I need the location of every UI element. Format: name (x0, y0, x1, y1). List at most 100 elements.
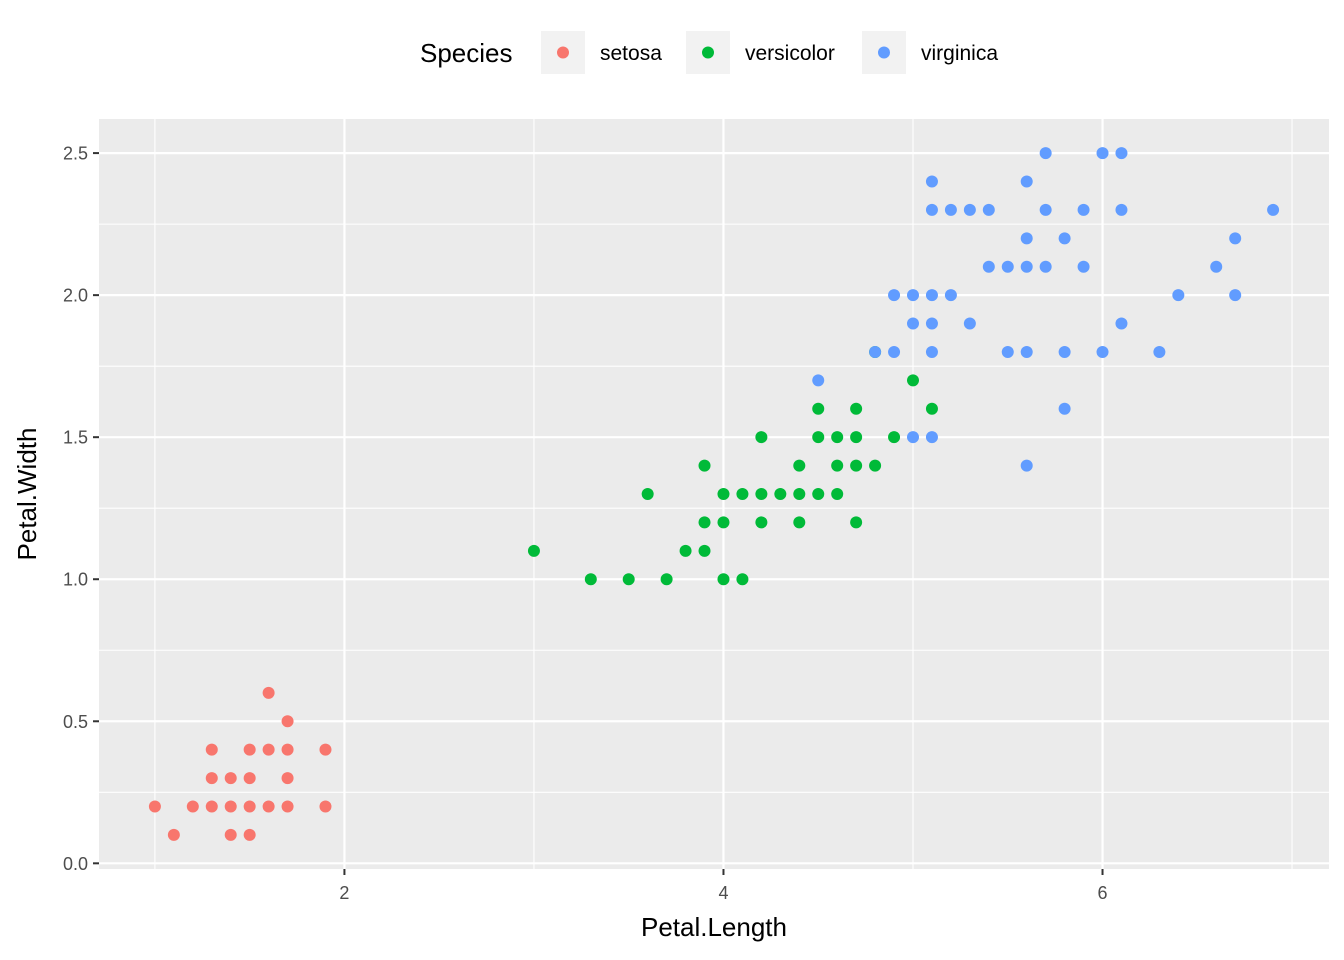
y-axis: 0.0 0.5 1.0 1.5 2.0 2.5 (63, 144, 99, 874)
point-virginica (1172, 289, 1185, 302)
point-virginica (1210, 260, 1223, 273)
grid-major (99, 119, 1329, 869)
point-virginica (944, 289, 957, 302)
legend: Species setosa versicolor virginica (420, 31, 998, 74)
point-virginica (907, 317, 919, 330)
point-virginica (1039, 147, 1052, 160)
point-versicolor (793, 459, 806, 472)
point-versicolor (641, 488, 654, 500)
point-versicolor (698, 544, 711, 557)
point-virginica (1115, 147, 1128, 160)
point-versicolor (850, 402, 863, 415)
point-versicolor (679, 544, 692, 557)
x-tick-label: 6 (1098, 883, 1108, 903)
point-setosa (262, 686, 275, 699)
point-setosa (243, 828, 256, 841)
point-versicolor (793, 516, 806, 529)
point-versicolor (584, 573, 597, 586)
point-setosa (205, 743, 218, 756)
y-tick-label: 2.5 (63, 144, 88, 164)
point-versicolor (888, 431, 901, 444)
y-tick-label: 1.5 (63, 428, 88, 448)
x-tick-label: 4 (718, 883, 728, 903)
point-setosa (205, 772, 218, 785)
point-versicolor (850, 431, 863, 444)
point-setosa (205, 800, 218, 813)
y-tick-label: 1.0 (63, 570, 88, 590)
point-versicolor (622, 573, 635, 586)
point-versicolor (869, 459, 882, 472)
point-virginica (963, 317, 976, 330)
point-virginica (812, 374, 825, 387)
x-tick-label: 2 (339, 883, 349, 903)
point-virginica (1058, 345, 1071, 358)
point-versicolor (850, 516, 863, 529)
x-axis-title: Petal.Length (641, 912, 787, 942)
y-tick-label: 0.5 (63, 712, 88, 732)
point-virginica (1039, 260, 1052, 273)
point-setosa (243, 743, 256, 756)
point-versicolor (717, 516, 730, 529)
point-virginica (1001, 345, 1014, 358)
point-versicolor (755, 431, 768, 444)
grid-minor (99, 119, 1329, 869)
point-setosa (186, 800, 199, 813)
legend-label-setosa: setosa (600, 42, 662, 65)
point-versicolor (755, 488, 768, 500)
point-setosa (224, 772, 237, 785)
point-virginica (982, 203, 995, 216)
point-setosa (281, 715, 294, 728)
point-virginica (1096, 147, 1109, 160)
point-setosa (224, 828, 237, 841)
point-virginica (869, 345, 882, 358)
point-virginica (1020, 345, 1033, 358)
point-virginica (1039, 203, 1052, 216)
point-virginica (925, 431, 938, 444)
point-virginica (888, 345, 901, 358)
point-versicolor (717, 573, 730, 586)
point-virginica (925, 175, 938, 188)
point-versicolor (755, 516, 768, 529)
point-virginica (1229, 289, 1242, 302)
point-versicolor (527, 544, 540, 557)
point-versicolor (907, 374, 919, 387)
point-setosa (319, 743, 332, 756)
point-versicolor (831, 431, 844, 444)
legend-label-versicolor: versicolor (745, 42, 835, 65)
point-versicolor (850, 459, 863, 472)
legend-symbol-versicolor (702, 46, 714, 59)
point-setosa (148, 800, 161, 813)
point-virginica (1115, 203, 1128, 216)
y-axis-title: Petal.Width (12, 428, 42, 561)
point-setosa (243, 800, 256, 813)
point-versicolor (717, 488, 730, 500)
point-virginica (1077, 203, 1090, 216)
point-versicolor (736, 573, 749, 586)
point-virginica (1267, 203, 1280, 216)
point-setosa (262, 800, 275, 813)
point-versicolor (812, 402, 825, 415)
point-virginica (1020, 459, 1033, 472)
point-virginica (1020, 260, 1033, 273)
point-virginica (982, 260, 995, 273)
point-setosa (167, 828, 180, 841)
point-virginica (907, 431, 919, 444)
point-virginica (1077, 260, 1090, 273)
point-setosa (224, 800, 237, 813)
point-versicolor (793, 488, 806, 500)
point-setosa (262, 743, 275, 756)
point-versicolor (660, 573, 673, 586)
point-virginica (907, 289, 919, 302)
point-versicolor (831, 488, 844, 500)
point-virginica (1229, 232, 1242, 245)
point-versicolor (812, 431, 825, 444)
point-versicolor (698, 516, 711, 529)
point-virginica (1058, 402, 1071, 415)
point-setosa (243, 772, 256, 785)
plot-panel (99, 119, 1329, 869)
point-virginica (925, 203, 938, 216)
point-virginica (888, 289, 901, 302)
point-virginica (1020, 232, 1033, 245)
legend-symbol-setosa (557, 46, 569, 59)
point-virginica (944, 203, 957, 216)
